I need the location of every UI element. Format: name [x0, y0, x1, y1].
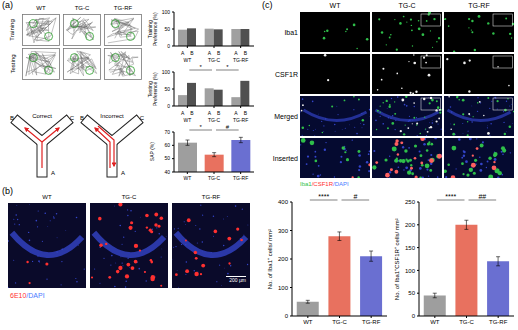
svg-text:400: 400	[278, 199, 289, 205]
html-text:No. of Iba1⁺CSF1R⁺ cells/ mm²: No. of Iba1⁺CSF1R⁺ cells/ mm²	[393, 218, 400, 300]
svg-text:300: 300	[278, 228, 289, 234]
svg-text:*: *	[199, 64, 202, 70]
svg-text:A: A	[181, 110, 185, 116]
svg-text:100: 100	[405, 268, 416, 274]
html-text:TG-C: TG-C	[74, 5, 90, 11]
html-text:Training Preference (%): Training Preference (%)	[146, 12, 158, 46]
html-text:CSF1R: CSF1R	[275, 70, 298, 78]
html-text:TG-C: TG-C	[121, 194, 137, 200]
html-text:WT: WT	[42, 194, 52, 200]
svg-text:Correct: Correct	[32, 113, 52, 119]
svg-text:A: A	[181, 50, 185, 56]
html-text:200 µm: 200 µm	[229, 277, 246, 283]
svg-text:50: 50	[164, 86, 170, 92]
svg-text:100: 100	[278, 285, 289, 291]
svg-text:Incorrect: Incorrect	[100, 113, 124, 119]
svg-text:B: B	[190, 50, 194, 56]
svg-text:WT: WT	[183, 117, 191, 122]
svg-text:40: 40	[164, 169, 170, 175]
svg-text:WT: WT	[430, 319, 440, 325]
html-text:SAP (%): SAP (%)	[148, 142, 155, 162]
svg-text:****: ****	[445, 193, 456, 200]
html-text:Testing Preference (%): Testing Preference (%)	[146, 72, 158, 106]
html-text:6E10 /DAPI: 6E10 /DAPI	[10, 292, 45, 299]
svg-text:TG-C: TG-C	[208, 175, 221, 181]
svg-text:WT: WT	[183, 175, 191, 181]
svg-text:TG-RF: TG-RF	[233, 117, 248, 122]
svg-text:0: 0	[412, 313, 416, 319]
svg-text:B: B	[190, 110, 194, 116]
html-text:Iba1: Iba1	[284, 28, 298, 36]
svg-text:TG-C: TG-C	[208, 57, 221, 62]
svg-text:*: *	[199, 124, 202, 130]
html-text:(a): (a)	[2, 0, 13, 10]
svg-text:C: C	[70, 115, 75, 121]
svg-text:200: 200	[278, 256, 289, 262]
svg-text:TG-RF: TG-RF	[362, 319, 381, 325]
svg-text:TG-C: TG-C	[332, 319, 347, 325]
svg-text:100: 100	[162, 9, 171, 15]
svg-text:TG-C: TG-C	[208, 117, 221, 122]
svg-text:A: A	[208, 50, 212, 56]
html-text:Testing: Testing	[9, 54, 15, 74]
svg-text:200: 200	[405, 222, 416, 228]
svg-text:WT: WT	[303, 319, 313, 325]
html-text:WT: WT	[36, 5, 46, 11]
html-text:Training: Training	[9, 19, 15, 41]
svg-text:A: A	[234, 110, 238, 116]
svg-text:TG-RF: TG-RF	[233, 175, 248, 181]
svg-text:B: B	[217, 50, 221, 56]
svg-text:50: 50	[164, 155, 170, 161]
html-text:(c): (c)	[262, 0, 273, 10]
html-text:TG-RF: TG-RF	[201, 194, 221, 200]
svg-text:TG-RF: TG-RF	[233, 57, 248, 62]
svg-text:50: 50	[408, 290, 415, 296]
svg-text:WT: WT	[183, 57, 191, 62]
svg-text:*: *	[226, 64, 229, 70]
svg-text:100: 100	[162, 69, 171, 75]
svg-text:#: #	[353, 193, 357, 200]
svg-text:B: B	[244, 110, 248, 116]
svg-text:A: A	[51, 170, 55, 176]
html-text:Merged: Merged	[274, 112, 298, 120]
svg-text:60: 60	[164, 142, 170, 148]
html-text:Inserted: Inserted	[272, 154, 298, 162]
svg-text:TG-RF: TG-RF	[489, 319, 508, 325]
svg-text:****: ****	[318, 193, 329, 200]
svg-text:B: B	[217, 110, 221, 116]
svg-text:150: 150	[405, 245, 416, 251]
html-text:WT: WT	[329, 2, 341, 9]
svg-text:A: A	[121, 170, 125, 176]
html-text:(b): (b)	[2, 186, 13, 196]
svg-text:B: B	[244, 50, 248, 56]
html-text:Iba1 /CSF1R /DAPI: Iba1 /CSF1R /DAPI	[300, 181, 349, 187]
html-text:TG-RF: TG-RF	[113, 5, 133, 11]
svg-text:A: A	[208, 110, 212, 116]
html-text:TG-C: TG-C	[398, 2, 416, 9]
svg-text:TG-C: TG-C	[459, 319, 474, 325]
svg-text:C: C	[140, 115, 145, 121]
svg-text:0: 0	[167, 103, 170, 109]
svg-text:##: ##	[478, 193, 486, 200]
svg-text:0: 0	[285, 313, 289, 319]
svg-text:#: #	[226, 124, 230, 130]
svg-text:250: 250	[405, 199, 416, 205]
html-text:TG-RF: TG-RF	[468, 2, 490, 9]
svg-text:A: A	[234, 50, 238, 56]
svg-text:70: 70	[164, 129, 170, 135]
svg-text:B: B	[80, 115, 84, 121]
html-text:No. of Iba1⁺ cells/ mm²: No. of Iba1⁺ cells/ mm²	[266, 228, 273, 290]
svg-text:50: 50	[164, 26, 170, 32]
svg-text:0: 0	[167, 43, 170, 49]
svg-text:B: B	[10, 115, 14, 121]
